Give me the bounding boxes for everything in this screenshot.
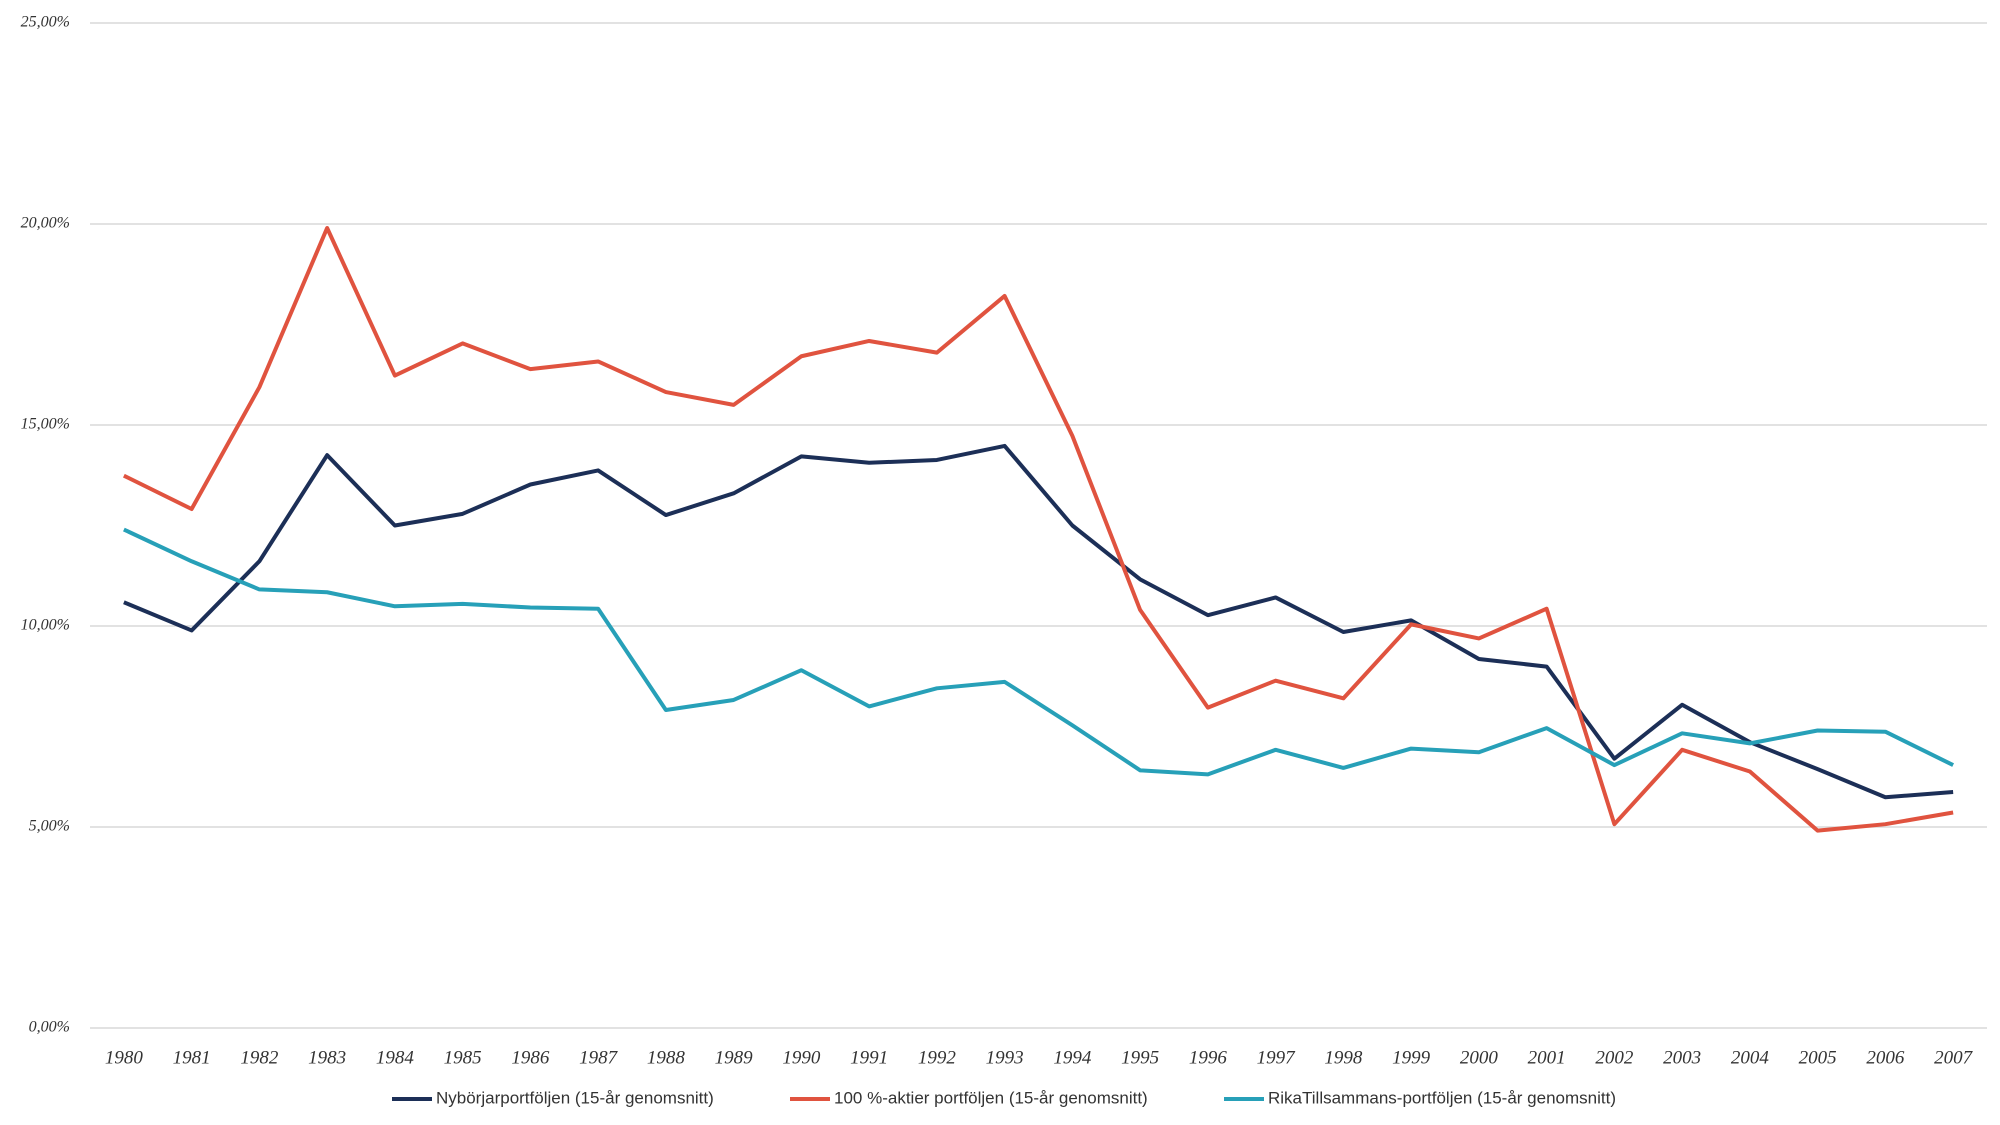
x-tick-label: 2000	[1460, 1047, 1499, 1068]
legend-label: 100 %-aktier portföljen (15-år genomsnit…	[834, 1088, 1148, 1107]
x-tick-label: 2006	[1866, 1047, 1905, 1068]
x-tick-label: 2007	[1934, 1047, 1974, 1068]
x-tick-label: 2002	[1595, 1047, 1634, 1068]
legend-label: Nybörjarportföljen (15-år genomsnitt)	[436, 1088, 714, 1107]
x-tick-label: 1997	[1257, 1047, 1297, 1068]
x-tick-label: 2004	[1731, 1047, 1770, 1068]
x-tick-label: 1983	[308, 1047, 346, 1068]
x-tick-label: 1980	[105, 1047, 144, 1068]
y-tick-label: 20,00%	[21, 215, 70, 232]
x-tick-label: 2003	[1663, 1047, 1701, 1068]
series-line	[122, 226, 1954, 833]
legend-label: RikaTillsammans-portföljen (15-år genoms…	[1268, 1088, 1616, 1107]
x-tick-label: 1986	[511, 1047, 550, 1068]
x-tick-label: 1998	[1324, 1047, 1363, 1068]
x-tick-label: 1985	[444, 1047, 482, 1068]
x-tick-label: 1993	[986, 1047, 1024, 1068]
x-tick-label: 1981	[173, 1047, 211, 1068]
x-tick-label: 1989	[715, 1047, 754, 1068]
x-tick-label: 1990	[782, 1047, 821, 1068]
x-tick-label: 1984	[376, 1047, 415, 1068]
y-tick-label: 25,00%	[21, 14, 70, 31]
x-tick-label: 1995	[1121, 1047, 1159, 1068]
x-tick-label: 1999	[1392, 1047, 1431, 1068]
x-tick-label: 1982	[240, 1047, 279, 1068]
series-line	[123, 527, 1955, 777]
x-tick-label: 1988	[647, 1047, 686, 1068]
x-tick-label: 2001	[1528, 1047, 1566, 1068]
y-tick-label: 5,00%	[29, 818, 70, 835]
x-tick-label: 2005	[1799, 1047, 1837, 1068]
y-tick-label: 15,00%	[21, 416, 70, 433]
y-tick-label: 0,00%	[29, 1019, 70, 1036]
x-tick-label: 1987	[579, 1047, 619, 1068]
x-tick-label: 1991	[850, 1047, 888, 1068]
x-tick-label: 1994	[1053, 1047, 1092, 1068]
series-line	[123, 443, 1954, 800]
x-tick-label: 1992	[918, 1047, 957, 1068]
x-tick-label: 1996	[1189, 1047, 1228, 1068]
y-tick-label: 10,00%	[21, 617, 70, 634]
